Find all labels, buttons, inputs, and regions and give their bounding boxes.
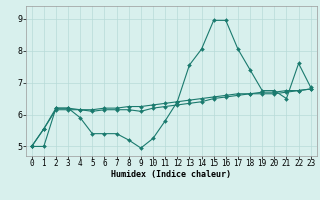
X-axis label: Humidex (Indice chaleur): Humidex (Indice chaleur) [111, 170, 231, 179]
